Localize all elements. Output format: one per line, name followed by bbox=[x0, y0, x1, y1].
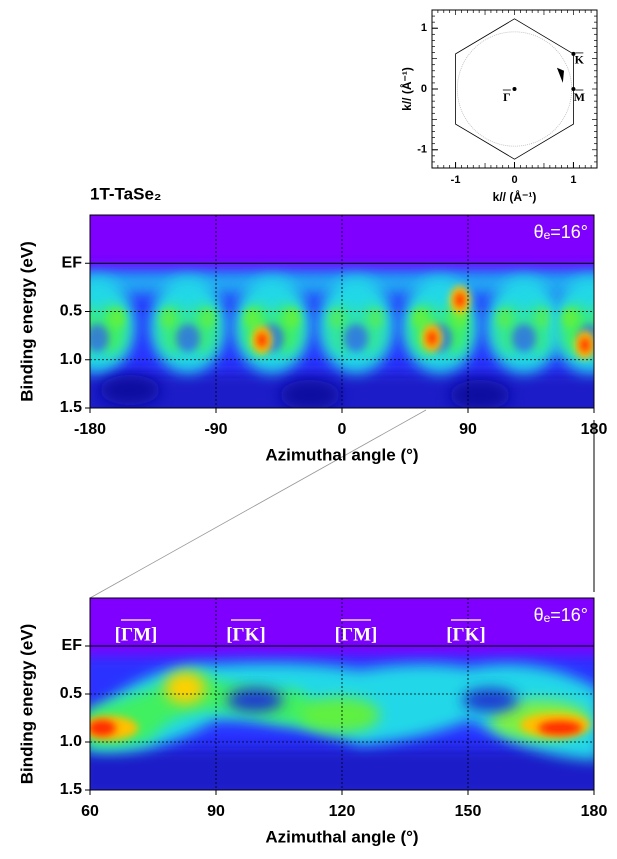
intensity bbox=[100, 375, 160, 405]
intensity bbox=[455, 292, 465, 308]
intensity bbox=[109, 308, 125, 328]
intensity bbox=[562, 308, 578, 328]
x-axis-label: k// (Å⁻¹) bbox=[493, 189, 537, 204]
intensity bbox=[257, 332, 267, 348]
intensity bbox=[412, 308, 428, 328]
x-tick-label: 180 bbox=[581, 803, 608, 820]
chart-title: 1T-TaSe₂ bbox=[90, 184, 162, 203]
intensity bbox=[280, 380, 340, 408]
x-tick-label: 180 bbox=[581, 421, 608, 438]
point-label: M bbox=[574, 90, 585, 104]
intensity bbox=[200, 308, 216, 328]
point-label: K bbox=[575, 53, 585, 67]
annotation: θₑ=16° bbox=[534, 605, 588, 625]
plot-frame bbox=[89, 597, 595, 791]
intensity bbox=[512, 324, 536, 352]
x-tick-label: -90 bbox=[204, 421, 227, 438]
direction-label: [ΓK] bbox=[446, 624, 486, 645]
y-axis-label: k// (Å⁻¹) bbox=[399, 67, 414, 111]
y-axis-label: Binding energy (eV) bbox=[17, 241, 36, 402]
intensity bbox=[536, 308, 552, 328]
x-tick-label: 120 bbox=[329, 803, 356, 820]
intensity bbox=[328, 308, 344, 328]
direction-label: [ΓM] bbox=[335, 624, 378, 645]
intensity bbox=[160, 308, 176, 328]
intensity bbox=[580, 337, 590, 353]
intensity bbox=[462, 688, 518, 712]
x-tick-label: -1 bbox=[451, 174, 461, 186]
heatmap-image bbox=[90, 268, 617, 408]
x-tick-label: -180 bbox=[74, 421, 106, 438]
symmetry-point bbox=[512, 87, 517, 91]
intensity bbox=[90, 372, 594, 408]
symmetry-point bbox=[571, 87, 576, 91]
y-tick-label: 0.5 bbox=[60, 303, 82, 320]
intensity bbox=[90, 324, 109, 352]
x-tick-label: 90 bbox=[207, 803, 225, 820]
x-tick-label: 90 bbox=[459, 421, 477, 438]
brillouin-zone bbox=[455, 18, 574, 160]
x-tick-label: 60 bbox=[81, 803, 99, 820]
intensity bbox=[165, 672, 205, 704]
intensity bbox=[452, 308, 468, 328]
y-tick-label: 1.5 bbox=[60, 781, 82, 798]
x-tick-label: 0 bbox=[338, 421, 347, 438]
intensity bbox=[496, 308, 512, 328]
intensity bbox=[244, 308, 260, 328]
y-tick-label: 1.0 bbox=[60, 351, 82, 368]
intensity bbox=[176, 324, 200, 352]
symmetry-point bbox=[571, 51, 576, 56]
intensity bbox=[368, 308, 384, 328]
y-tick-label: EF bbox=[62, 254, 83, 271]
x-axis-label: Azimuthal angle (°) bbox=[265, 827, 418, 846]
zoom-connector bbox=[89, 409, 427, 599]
intensity bbox=[90, 720, 116, 736]
y-tick-label: 0.5 bbox=[60, 685, 82, 702]
y-tick-label: 1.0 bbox=[60, 733, 82, 750]
intensity bbox=[344, 324, 368, 352]
intensity bbox=[450, 380, 510, 408]
y-tick-label: 1 bbox=[421, 22, 427, 34]
intensity bbox=[427, 330, 437, 346]
direction-label: [ΓM] bbox=[115, 624, 158, 645]
y-tick-label: 0 bbox=[421, 83, 427, 95]
direction-label: [ΓK] bbox=[226, 624, 266, 645]
intensity bbox=[300, 697, 380, 733]
point-label: Γ bbox=[503, 90, 511, 104]
intensity bbox=[284, 308, 300, 328]
y-tick-label: -1 bbox=[417, 144, 427, 156]
x-axis-label: Azimuthal angle (°) bbox=[265, 445, 418, 464]
intensity bbox=[602, 308, 617, 328]
x-tick-label: 0 bbox=[511, 174, 517, 186]
direction-arrow bbox=[556, 67, 564, 83]
x-tick-label: 1 bbox=[570, 174, 576, 186]
y-axis-label: Binding energy (eV) bbox=[17, 624, 36, 785]
x-tick-label: 150 bbox=[455, 803, 482, 820]
heatmap-image bbox=[90, 655, 594, 790]
intensity bbox=[227, 688, 283, 712]
annotation: θₑ=16° bbox=[534, 222, 588, 242]
y-tick-label: EF bbox=[62, 637, 83, 654]
intensity bbox=[538, 721, 582, 735]
plot-frame bbox=[89, 214, 595, 409]
y-tick-label: 1.5 bbox=[60, 399, 82, 416]
